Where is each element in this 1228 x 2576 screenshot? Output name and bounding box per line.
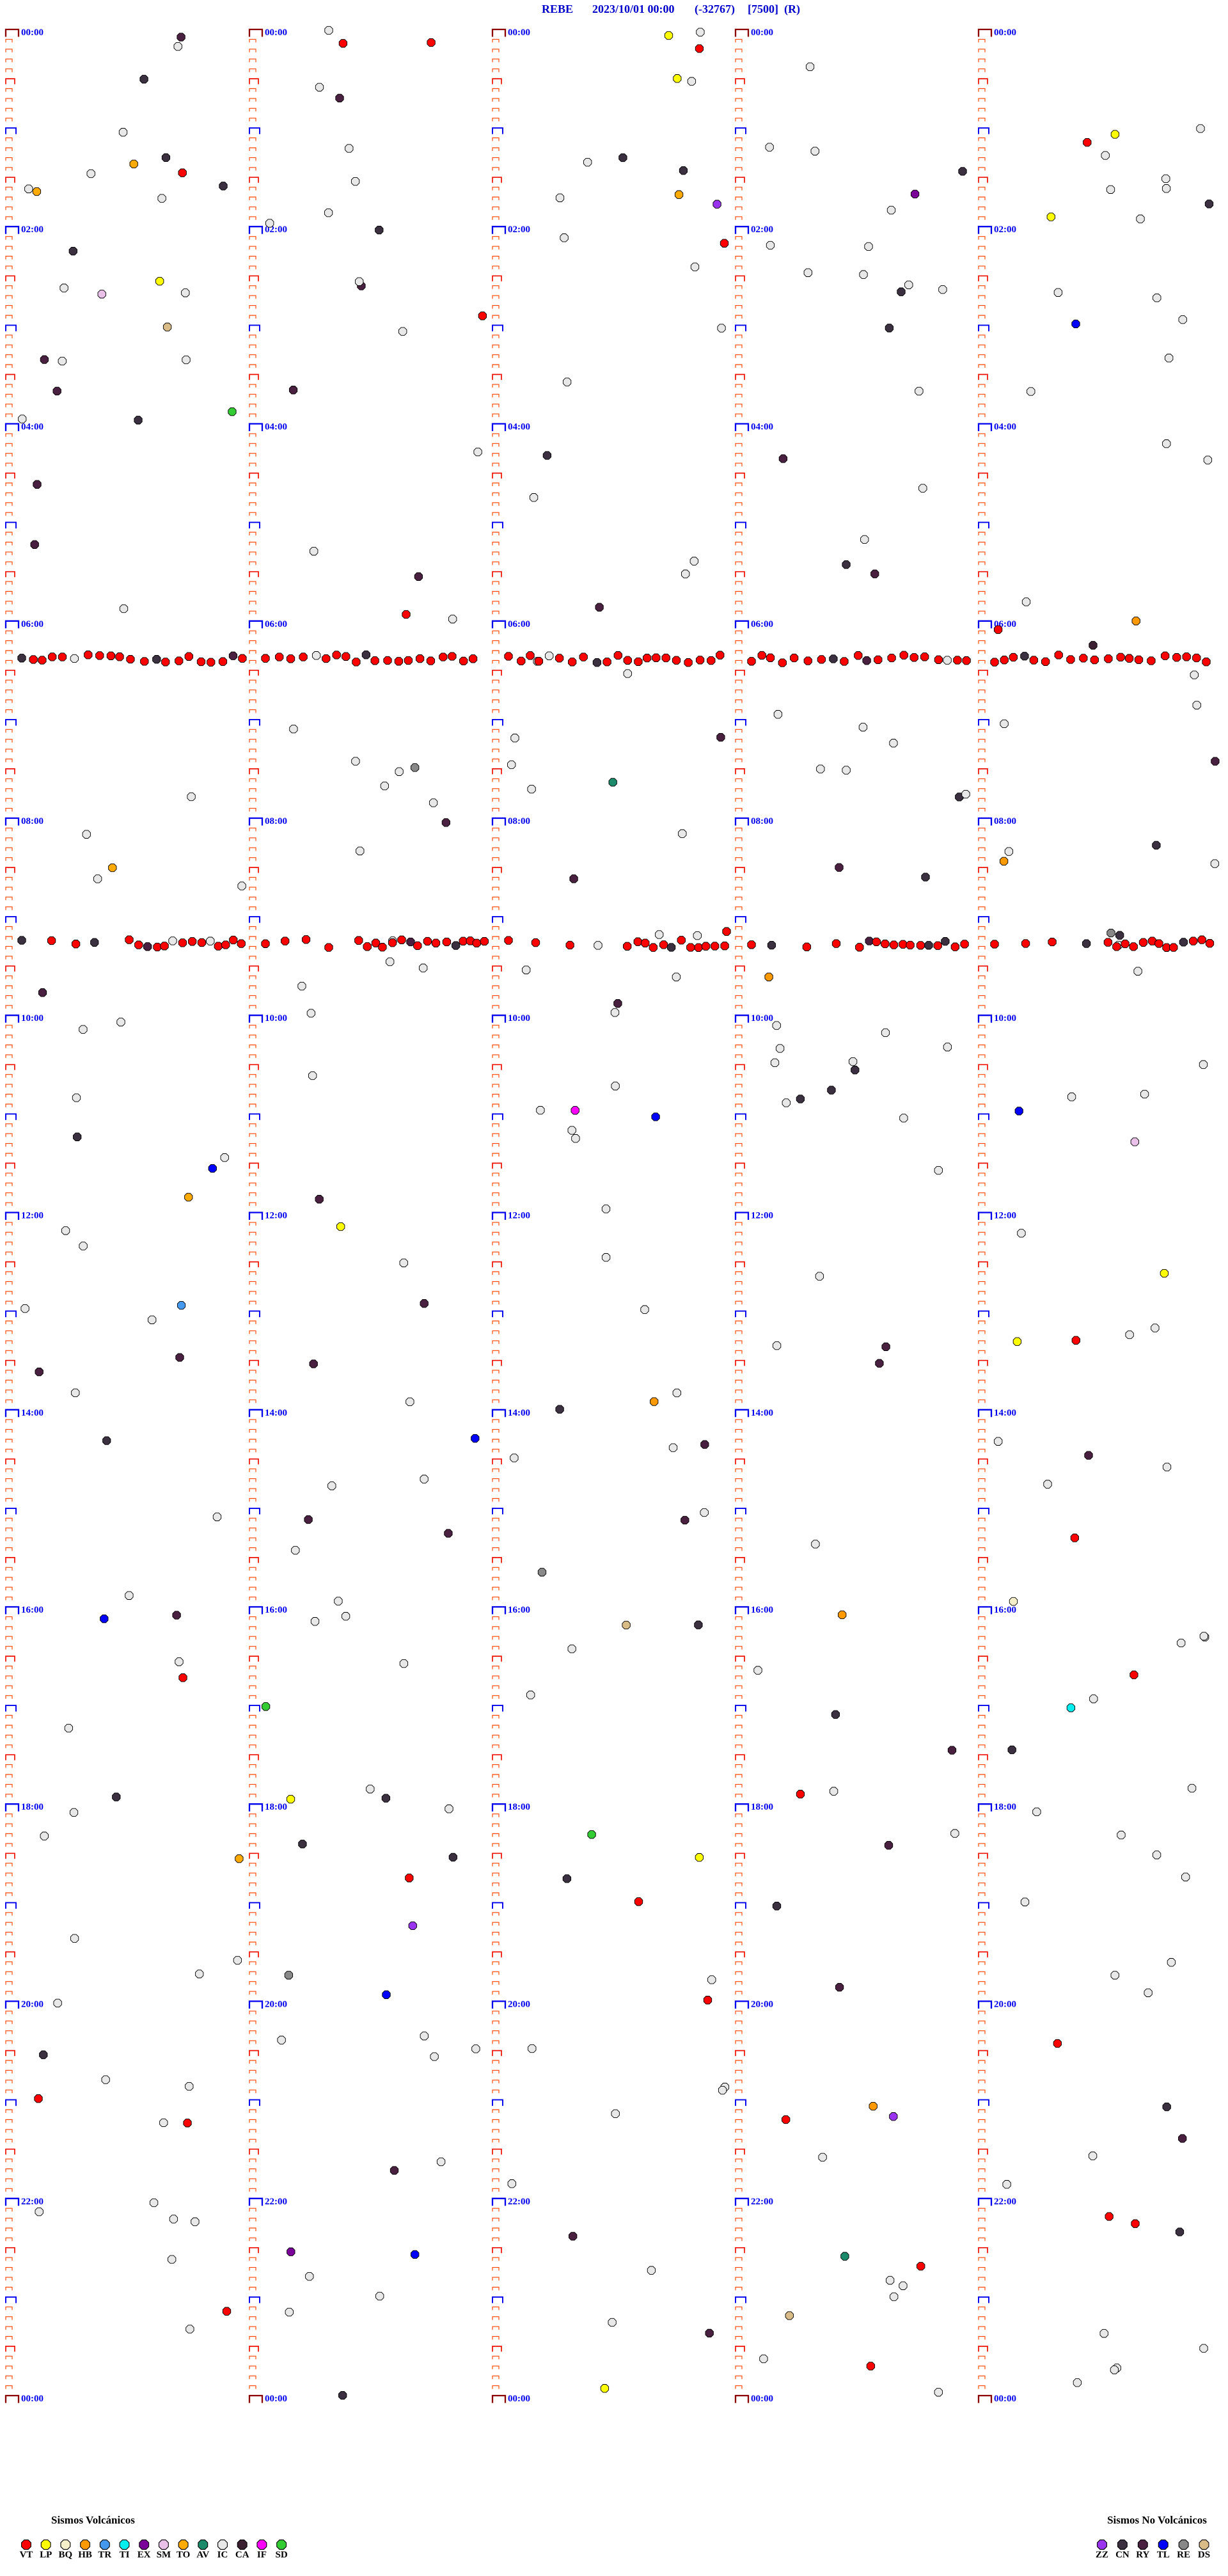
svg-text:CA: CA bbox=[235, 2550, 249, 2560]
svg-text:CN: CN bbox=[1115, 2550, 1130, 2560]
svg-text:06:00: 06:00 bbox=[508, 619, 530, 629]
svg-text:DS: DS bbox=[1198, 2550, 1210, 2560]
svg-text:00:00: 00:00 bbox=[508, 28, 530, 38]
svg-text:ZZ: ZZ bbox=[1096, 2550, 1108, 2560]
svg-text:14:00: 14:00 bbox=[265, 1408, 287, 1418]
svg-text:08:00: 08:00 bbox=[265, 816, 287, 826]
svg-text:EX: EX bbox=[138, 2550, 151, 2560]
svg-text:06:00: 06:00 bbox=[751, 619, 773, 629]
svg-text:22:00: 22:00 bbox=[751, 2197, 773, 2207]
svg-text:TL: TL bbox=[1157, 2550, 1170, 2560]
svg-text:02:00: 02:00 bbox=[994, 225, 1016, 235]
svg-text:08:00: 08:00 bbox=[751, 816, 773, 826]
svg-text:VT: VT bbox=[20, 2550, 33, 2560]
svg-text:AV: AV bbox=[196, 2550, 209, 2560]
svg-text:14:00: 14:00 bbox=[751, 1408, 773, 1418]
svg-text:06:00: 06:00 bbox=[21, 619, 43, 629]
svg-text:04:00: 04:00 bbox=[508, 422, 530, 432]
svg-text:16:00: 16:00 bbox=[21, 1605, 43, 1615]
svg-text:10:00: 10:00 bbox=[751, 1013, 773, 1023]
svg-text:LP: LP bbox=[40, 2550, 52, 2560]
svg-text:04:00: 04:00 bbox=[21, 422, 43, 432]
svg-text:04:00: 04:00 bbox=[994, 422, 1016, 432]
svg-text:IC: IC bbox=[217, 2550, 228, 2560]
svg-text:IF: IF bbox=[257, 2550, 267, 2560]
svg-text:00:00: 00:00 bbox=[994, 2394, 1016, 2404]
svg-text:SD: SD bbox=[276, 2550, 288, 2560]
svg-text:12:00: 12:00 bbox=[751, 1211, 773, 1221]
svg-text:20:00: 20:00 bbox=[21, 2000, 43, 2010]
svg-text:16:00: 16:00 bbox=[994, 1605, 1016, 1615]
svg-text:00:00: 00:00 bbox=[21, 28, 43, 38]
svg-text:00:00: 00:00 bbox=[751, 28, 773, 38]
svg-text:04:00: 04:00 bbox=[751, 422, 773, 432]
svg-text:TR: TR bbox=[98, 2550, 111, 2560]
svg-text:16:00: 16:00 bbox=[508, 1605, 530, 1615]
svg-text:20:00: 20:00 bbox=[265, 2000, 287, 2010]
svg-text:00:00: 00:00 bbox=[265, 2394, 287, 2404]
svg-text:02:00: 02:00 bbox=[508, 225, 530, 235]
svg-text:10:00: 10:00 bbox=[21, 1013, 43, 1023]
svg-text:14:00: 14:00 bbox=[508, 1408, 530, 1418]
svg-text:HB: HB bbox=[78, 2550, 92, 2560]
svg-text:22:00: 22:00 bbox=[265, 2197, 287, 2207]
svg-text:22:00: 22:00 bbox=[21, 2197, 43, 2207]
svg-text:16:00: 16:00 bbox=[751, 1605, 773, 1615]
svg-text:12:00: 12:00 bbox=[994, 1211, 1016, 1221]
svg-text:20:00: 20:00 bbox=[994, 2000, 1016, 2010]
svg-text:18:00: 18:00 bbox=[994, 1802, 1016, 1812]
svg-text:08:00: 08:00 bbox=[21, 816, 43, 826]
svg-text:12:00: 12:00 bbox=[21, 1211, 43, 1221]
svg-text:18:00: 18:00 bbox=[21, 1802, 43, 1812]
svg-text:14:00: 14:00 bbox=[21, 1408, 43, 1418]
svg-text:20:00: 20:00 bbox=[751, 2000, 773, 2010]
svg-text:12:00: 12:00 bbox=[265, 1211, 287, 1221]
svg-text:06:00: 06:00 bbox=[265, 619, 287, 629]
svg-text:00:00: 00:00 bbox=[265, 28, 287, 38]
svg-text:Sismos Volcánicos: Sismos Volcánicos bbox=[51, 2514, 135, 2526]
svg-text:10:00: 10:00 bbox=[994, 1013, 1016, 1023]
svg-text:00:00: 00:00 bbox=[508, 2394, 530, 2404]
svg-text:20:00: 20:00 bbox=[508, 2000, 530, 2010]
svg-text:02:00: 02:00 bbox=[21, 225, 43, 235]
svg-text:14:00: 14:00 bbox=[994, 1408, 1016, 1418]
svg-text:10:00: 10:00 bbox=[265, 1013, 287, 1023]
svg-text:RY: RY bbox=[1136, 2550, 1149, 2560]
svg-text:22:00: 22:00 bbox=[508, 2197, 530, 2207]
svg-text:22:00: 22:00 bbox=[994, 2197, 1016, 2207]
svg-text:02:00: 02:00 bbox=[751, 225, 773, 235]
svg-text:00:00: 00:00 bbox=[751, 2394, 773, 2404]
svg-text:16:00: 16:00 bbox=[265, 1605, 287, 1615]
svg-text:RE: RE bbox=[1177, 2550, 1190, 2560]
svg-text:TI: TI bbox=[120, 2550, 130, 2560]
svg-text:00:00: 00:00 bbox=[21, 2394, 43, 2404]
svg-text:SM: SM bbox=[157, 2550, 171, 2560]
svg-text:08:00: 08:00 bbox=[508, 816, 530, 826]
svg-text:08:00: 08:00 bbox=[994, 816, 1016, 826]
svg-text:12:00: 12:00 bbox=[508, 1211, 530, 1221]
svg-text:18:00: 18:00 bbox=[751, 1802, 773, 1812]
svg-text:04:00: 04:00 bbox=[265, 422, 287, 432]
svg-text:00:00: 00:00 bbox=[994, 28, 1016, 38]
svg-text:10:00: 10:00 bbox=[508, 1013, 530, 1023]
svg-text:18:00: 18:00 bbox=[265, 1802, 287, 1812]
svg-text:Sismos No Volcánicos: Sismos No Volcánicos bbox=[1107, 2514, 1207, 2526]
svg-text:18:00: 18:00 bbox=[508, 1802, 530, 1812]
svg-text:TO: TO bbox=[177, 2550, 190, 2560]
svg-text:BQ: BQ bbox=[59, 2550, 73, 2560]
